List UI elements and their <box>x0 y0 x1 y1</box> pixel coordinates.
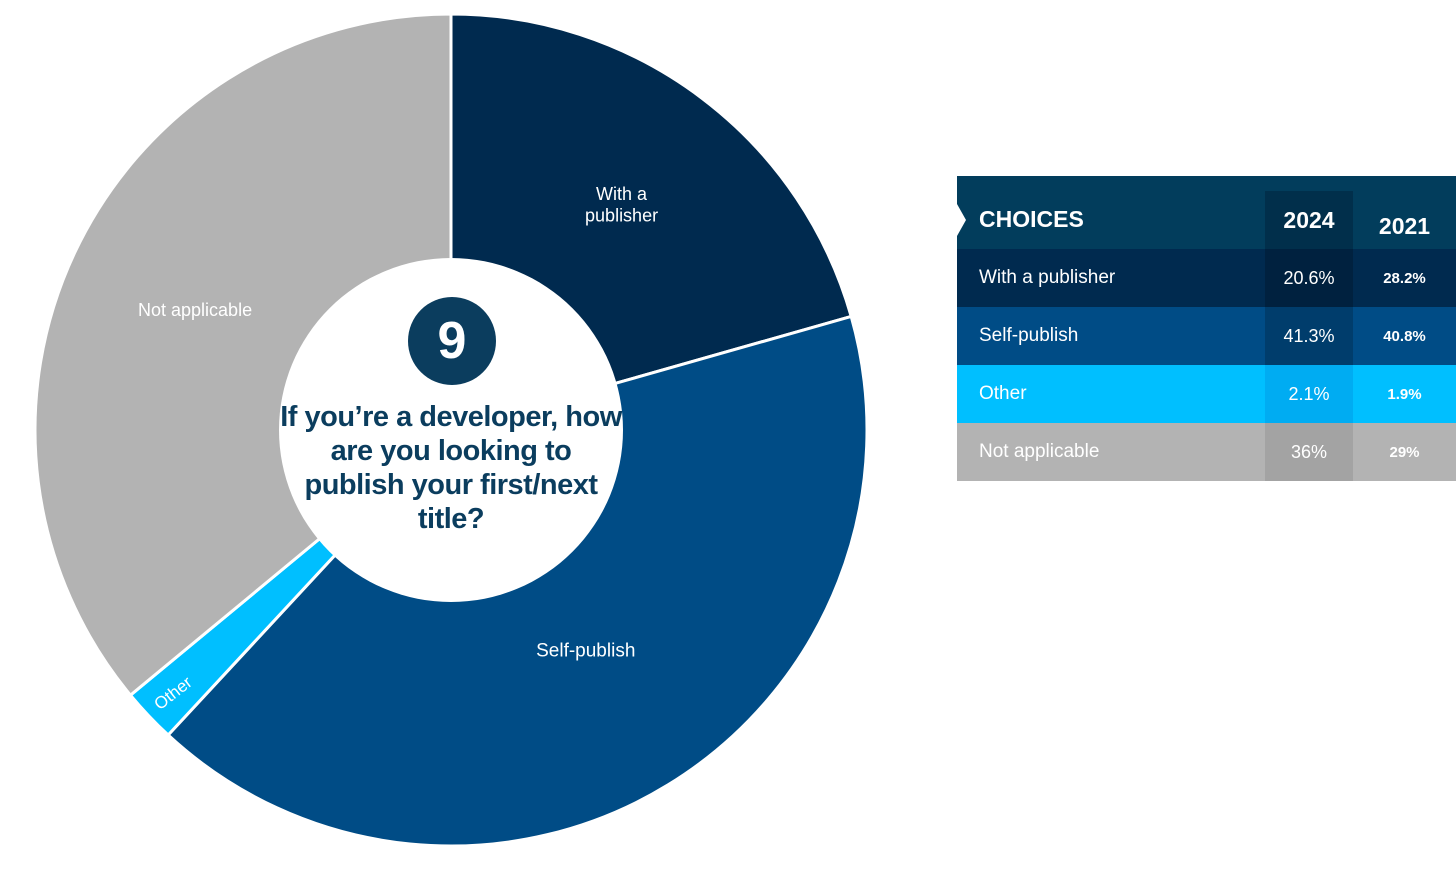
table-cell-2024: 2.1% <box>1265 365 1353 423</box>
table-cell-2024: 36% <box>1265 423 1353 481</box>
table-cell-choice: With a publisher <box>979 267 1116 288</box>
table-cell-2021: 1.9% <box>1387 385 1422 403</box>
slice-label-with-a-publisher: With a publisher <box>585 184 658 226</box>
table-cell-choice: Self-publish <box>979 325 1079 346</box>
slice-label-self-publish: Self-publish <box>536 641 635 662</box>
table-cell-2021: 40.8% <box>1383 327 1426 345</box>
pie-slice-not-applicable <box>33 12 453 698</box>
table-row: Other 2.1% 1.9% <box>957 365 1456 423</box>
donut-chart: With a publisher Self-publish Other Not appl… <box>33 12 869 848</box>
table-cell-2021: 28.2% <box>1383 269 1426 287</box>
table-cell-choice: Not applicable <box>979 441 1100 462</box>
table-cell-2024: 41.3% <box>1265 307 1353 365</box>
header-2021: 2021 <box>1378 213 1431 239</box>
slice-label-not-applicable: Not applicable <box>138 300 252 320</box>
table-row: Self-publish 41.3% 40.8% <box>957 307 1456 365</box>
header-choices: CHOICES <box>979 206 1084 232</box>
table-row: Not applicable 36% 29% <box>957 423 1456 481</box>
table-cell-choice: Other <box>979 383 1027 404</box>
chart-title: If you’re a developer, how are you looki… <box>280 401 622 535</box>
table-header-row: CHOICES 2024 2021 <box>957 176 1456 249</box>
table-cell-2024: 20.6% <box>1265 249 1353 307</box>
table-row: With a publisher 20.6% 28.2% <box>957 249 1456 307</box>
comparison-table: CHOICES 2024 2021 With a publisher 20.6% 2… <box>957 176 1456 481</box>
header-2024: 2024 <box>1265 191 1353 249</box>
header-arrow-icon <box>957 204 966 236</box>
donut-hole <box>279 258 623 602</box>
table-cell-2021: 29% <box>1389 443 1420 461</box>
question-number-badge: 9 <box>408 297 496 385</box>
